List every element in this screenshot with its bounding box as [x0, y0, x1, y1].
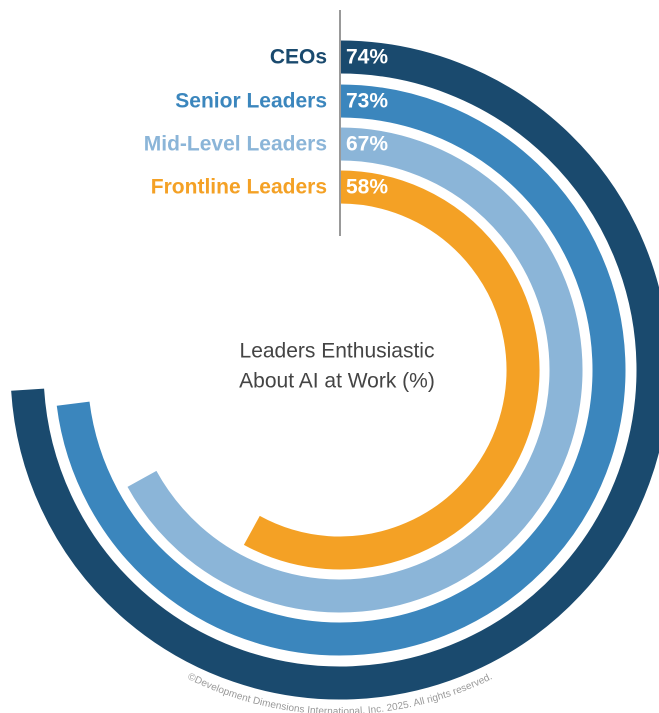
category-label: Frontline Leaders — [151, 176, 327, 199]
value-label: 67% — [346, 133, 388, 156]
center-subtitle: About AI at Work (%) — [239, 370, 435, 393]
ring-bar — [127, 127, 583, 613]
category-label: CEOs — [270, 46, 327, 69]
ring-bar — [243, 170, 540, 570]
category-label: Mid-Level Leaders — [144, 133, 327, 156]
ring-bar — [11, 40, 659, 700]
value-label: 73% — [346, 90, 388, 113]
category-label: Senior Leaders — [175, 90, 327, 113]
ring-bar — [56, 84, 626, 656]
center-title: Leaders Enthusiastic — [240, 340, 435, 363]
value-label: 58% — [346, 176, 388, 199]
value-label: 74% — [346, 46, 388, 69]
